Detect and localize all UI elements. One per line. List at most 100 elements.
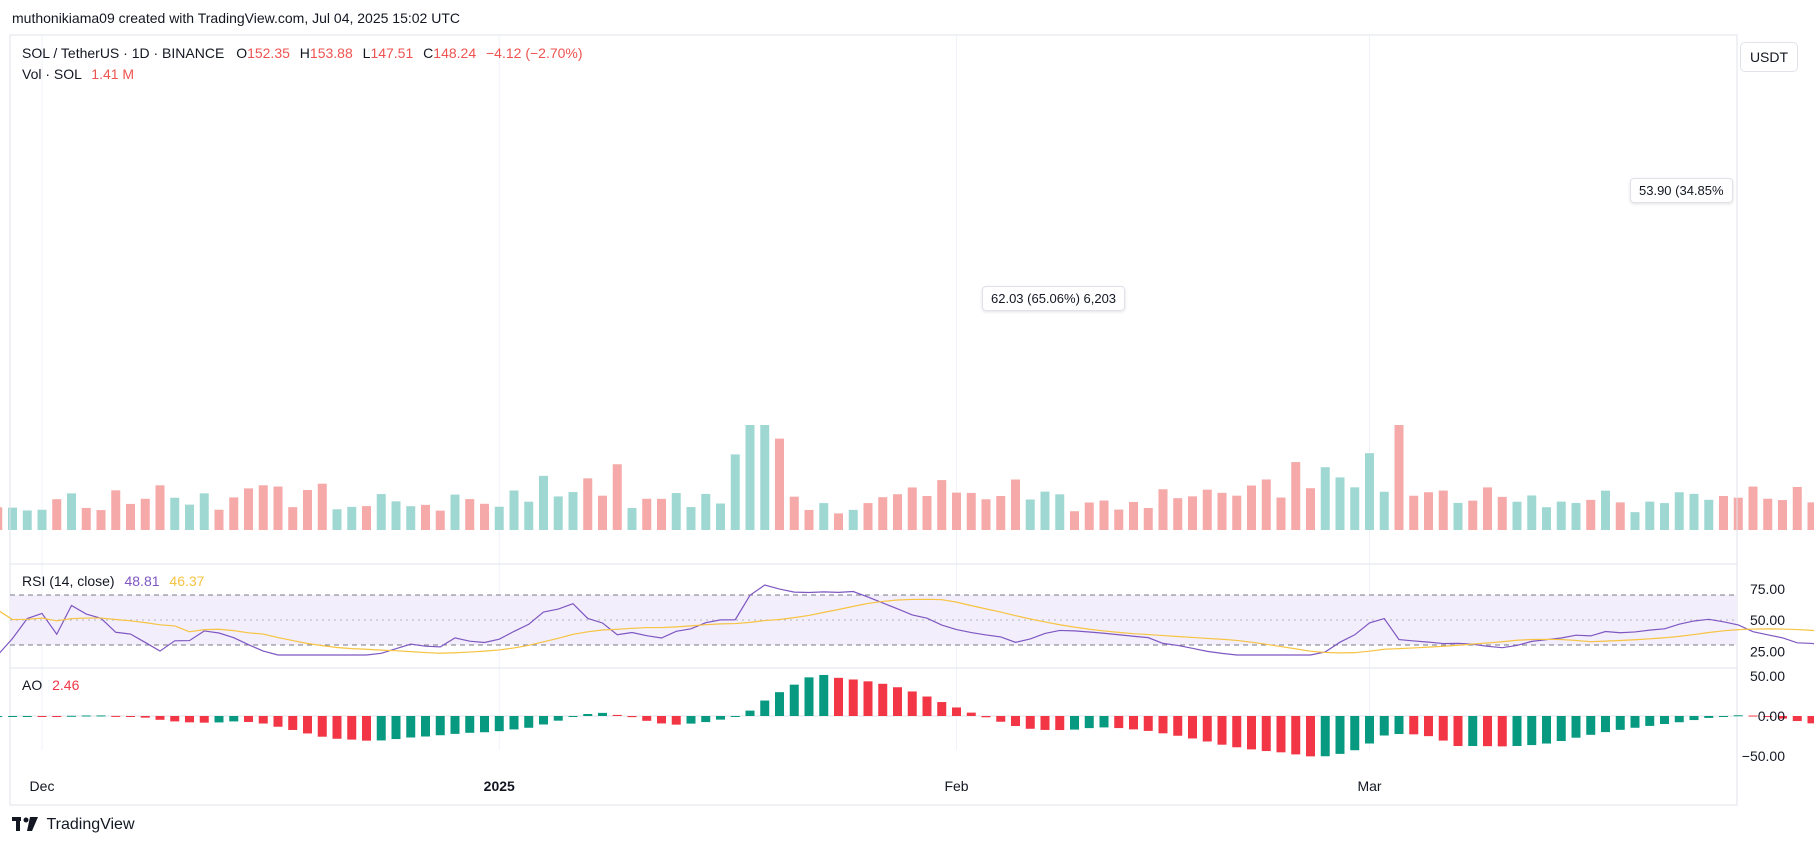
volume-label[interactable]: Vol · SOL bbox=[22, 66, 82, 82]
ao-bar bbox=[716, 716, 725, 720]
ao-bar bbox=[642, 716, 652, 721]
volume-bar bbox=[789, 496, 799, 530]
volume-bar bbox=[1689, 493, 1699, 530]
ao-bar bbox=[1615, 716, 1625, 730]
ao-bar bbox=[1483, 716, 1492, 747]
ao-bar bbox=[657, 716, 666, 724]
volume-bar bbox=[288, 507, 298, 530]
volume-bar bbox=[1276, 497, 1286, 530]
volume-bar bbox=[376, 494, 386, 530]
ao-bar bbox=[1527, 716, 1537, 746]
volume-bar bbox=[553, 496, 563, 530]
ao-bar bbox=[966, 712, 976, 716]
volume-bar bbox=[1630, 512, 1640, 530]
ao-bar bbox=[111, 715, 121, 717]
volume-bar bbox=[701, 493, 711, 530]
ao-bar bbox=[362, 716, 371, 741]
volume-bar bbox=[1335, 477, 1345, 530]
ao-bar bbox=[922, 696, 932, 716]
volume-bar bbox=[8, 507, 17, 530]
ao-bar bbox=[1630, 716, 1640, 728]
ao-bar bbox=[1497, 716, 1507, 747]
ao-bar bbox=[258, 716, 268, 724]
tradingview-logo[interactable]: TradingView bbox=[12, 816, 135, 836]
volume-bar bbox=[804, 509, 814, 530]
ao-bar bbox=[1025, 716, 1035, 729]
volume-bar bbox=[214, 509, 224, 530]
ao-bar bbox=[1173, 716, 1183, 736]
rsi-ma-line bbox=[0, 598, 1814, 654]
volume-bar bbox=[1748, 486, 1758, 530]
volume-bar bbox=[612, 464, 622, 530]
volume-bar bbox=[1424, 492, 1433, 530]
volume-bar bbox=[952, 492, 961, 530]
rsi-legend: RSI (14, close) 48.81 46.37 bbox=[22, 573, 204, 589]
volume-bar bbox=[1527, 495, 1537, 530]
ao-bar bbox=[140, 716, 150, 718]
volume-bar bbox=[1365, 453, 1374, 530]
volume-bar bbox=[273, 486, 283, 530]
rsi-ma-value: 46.37 bbox=[169, 573, 205, 589]
volume-bar bbox=[819, 503, 829, 530]
ao-bar bbox=[1011, 716, 1020, 727]
volume-bar bbox=[494, 506, 504, 530]
ao-bar bbox=[848, 679, 858, 716]
volume-bar bbox=[657, 498, 666, 530]
volume-bar bbox=[1778, 500, 1787, 530]
ao-bar bbox=[1807, 716, 1814, 724]
volume-bar bbox=[1232, 495, 1242, 530]
rsi-tick-label: 25.00 bbox=[1750, 643, 1785, 659]
ao-tick-label: 50.00 bbox=[1750, 668, 1785, 684]
ao-bar bbox=[1365, 716, 1374, 744]
volume-bar bbox=[1055, 494, 1065, 530]
ao-title[interactable]: AO bbox=[22, 677, 43, 693]
rsi-pane bbox=[0, 584, 1814, 656]
ao-bar bbox=[1040, 716, 1050, 730]
volume-bar bbox=[1763, 498, 1773, 530]
volume-bar bbox=[893, 494, 902, 530]
ao-bar bbox=[81, 715, 91, 717]
ao-bar bbox=[1276, 716, 1286, 753]
ao-bar bbox=[1556, 716, 1566, 742]
volume-bar bbox=[1261, 479, 1271, 530]
ao-bar bbox=[612, 714, 622, 716]
ao-bar bbox=[952, 707, 961, 716]
ao-bar bbox=[1335, 716, 1345, 754]
volume-bar bbox=[922, 495, 932, 530]
ao-bar bbox=[1129, 716, 1138, 730]
time-tick-label: Dec bbox=[30, 778, 55, 794]
volume-bar bbox=[406, 506, 416, 530]
volume-bar bbox=[391, 501, 401, 530]
volume-bar bbox=[450, 494, 460, 530]
ao-bar bbox=[996, 716, 1006, 722]
volume-bar bbox=[1070, 511, 1079, 530]
rsi-tick-label: 75.00 bbox=[1750, 581, 1785, 597]
time-tick-label: 2025 bbox=[484, 778, 515, 794]
rsi-title[interactable]: RSI (14, close) bbox=[22, 573, 115, 589]
ao-bar bbox=[0, 716, 3, 717]
ao-bar bbox=[745, 710, 755, 716]
volume-bar bbox=[185, 504, 194, 530]
rsi-line bbox=[0, 584, 1814, 656]
volume-bar bbox=[1438, 490, 1448, 530]
ao-pane bbox=[0, 674, 1814, 757]
volume-bar bbox=[848, 509, 858, 530]
ao-bar bbox=[435, 716, 445, 736]
currency-button[interactable]: USDT bbox=[1740, 42, 1798, 72]
ao-bar bbox=[981, 716, 991, 718]
volume-bar bbox=[140, 498, 150, 530]
volume-bar bbox=[229, 497, 239, 530]
volume-bar bbox=[81, 507, 91, 530]
time-tick-label: Feb bbox=[944, 778, 968, 794]
ao-bar bbox=[834, 677, 843, 716]
ao-bar bbox=[1689, 716, 1699, 721]
ao-bar bbox=[273, 716, 283, 727]
volume-bar bbox=[1660, 503, 1669, 530]
symbol-label[interactable]: SOL / TetherUS · 1D · BINANCE bbox=[22, 45, 225, 61]
ao-bar bbox=[1778, 716, 1787, 719]
volume-bar bbox=[155, 485, 165, 530]
axes: 280.00240.00200.00180.00160.00140.00124.… bbox=[30, 581, 1786, 794]
ao-bar bbox=[155, 716, 165, 720]
ao-bar bbox=[170, 716, 180, 722]
